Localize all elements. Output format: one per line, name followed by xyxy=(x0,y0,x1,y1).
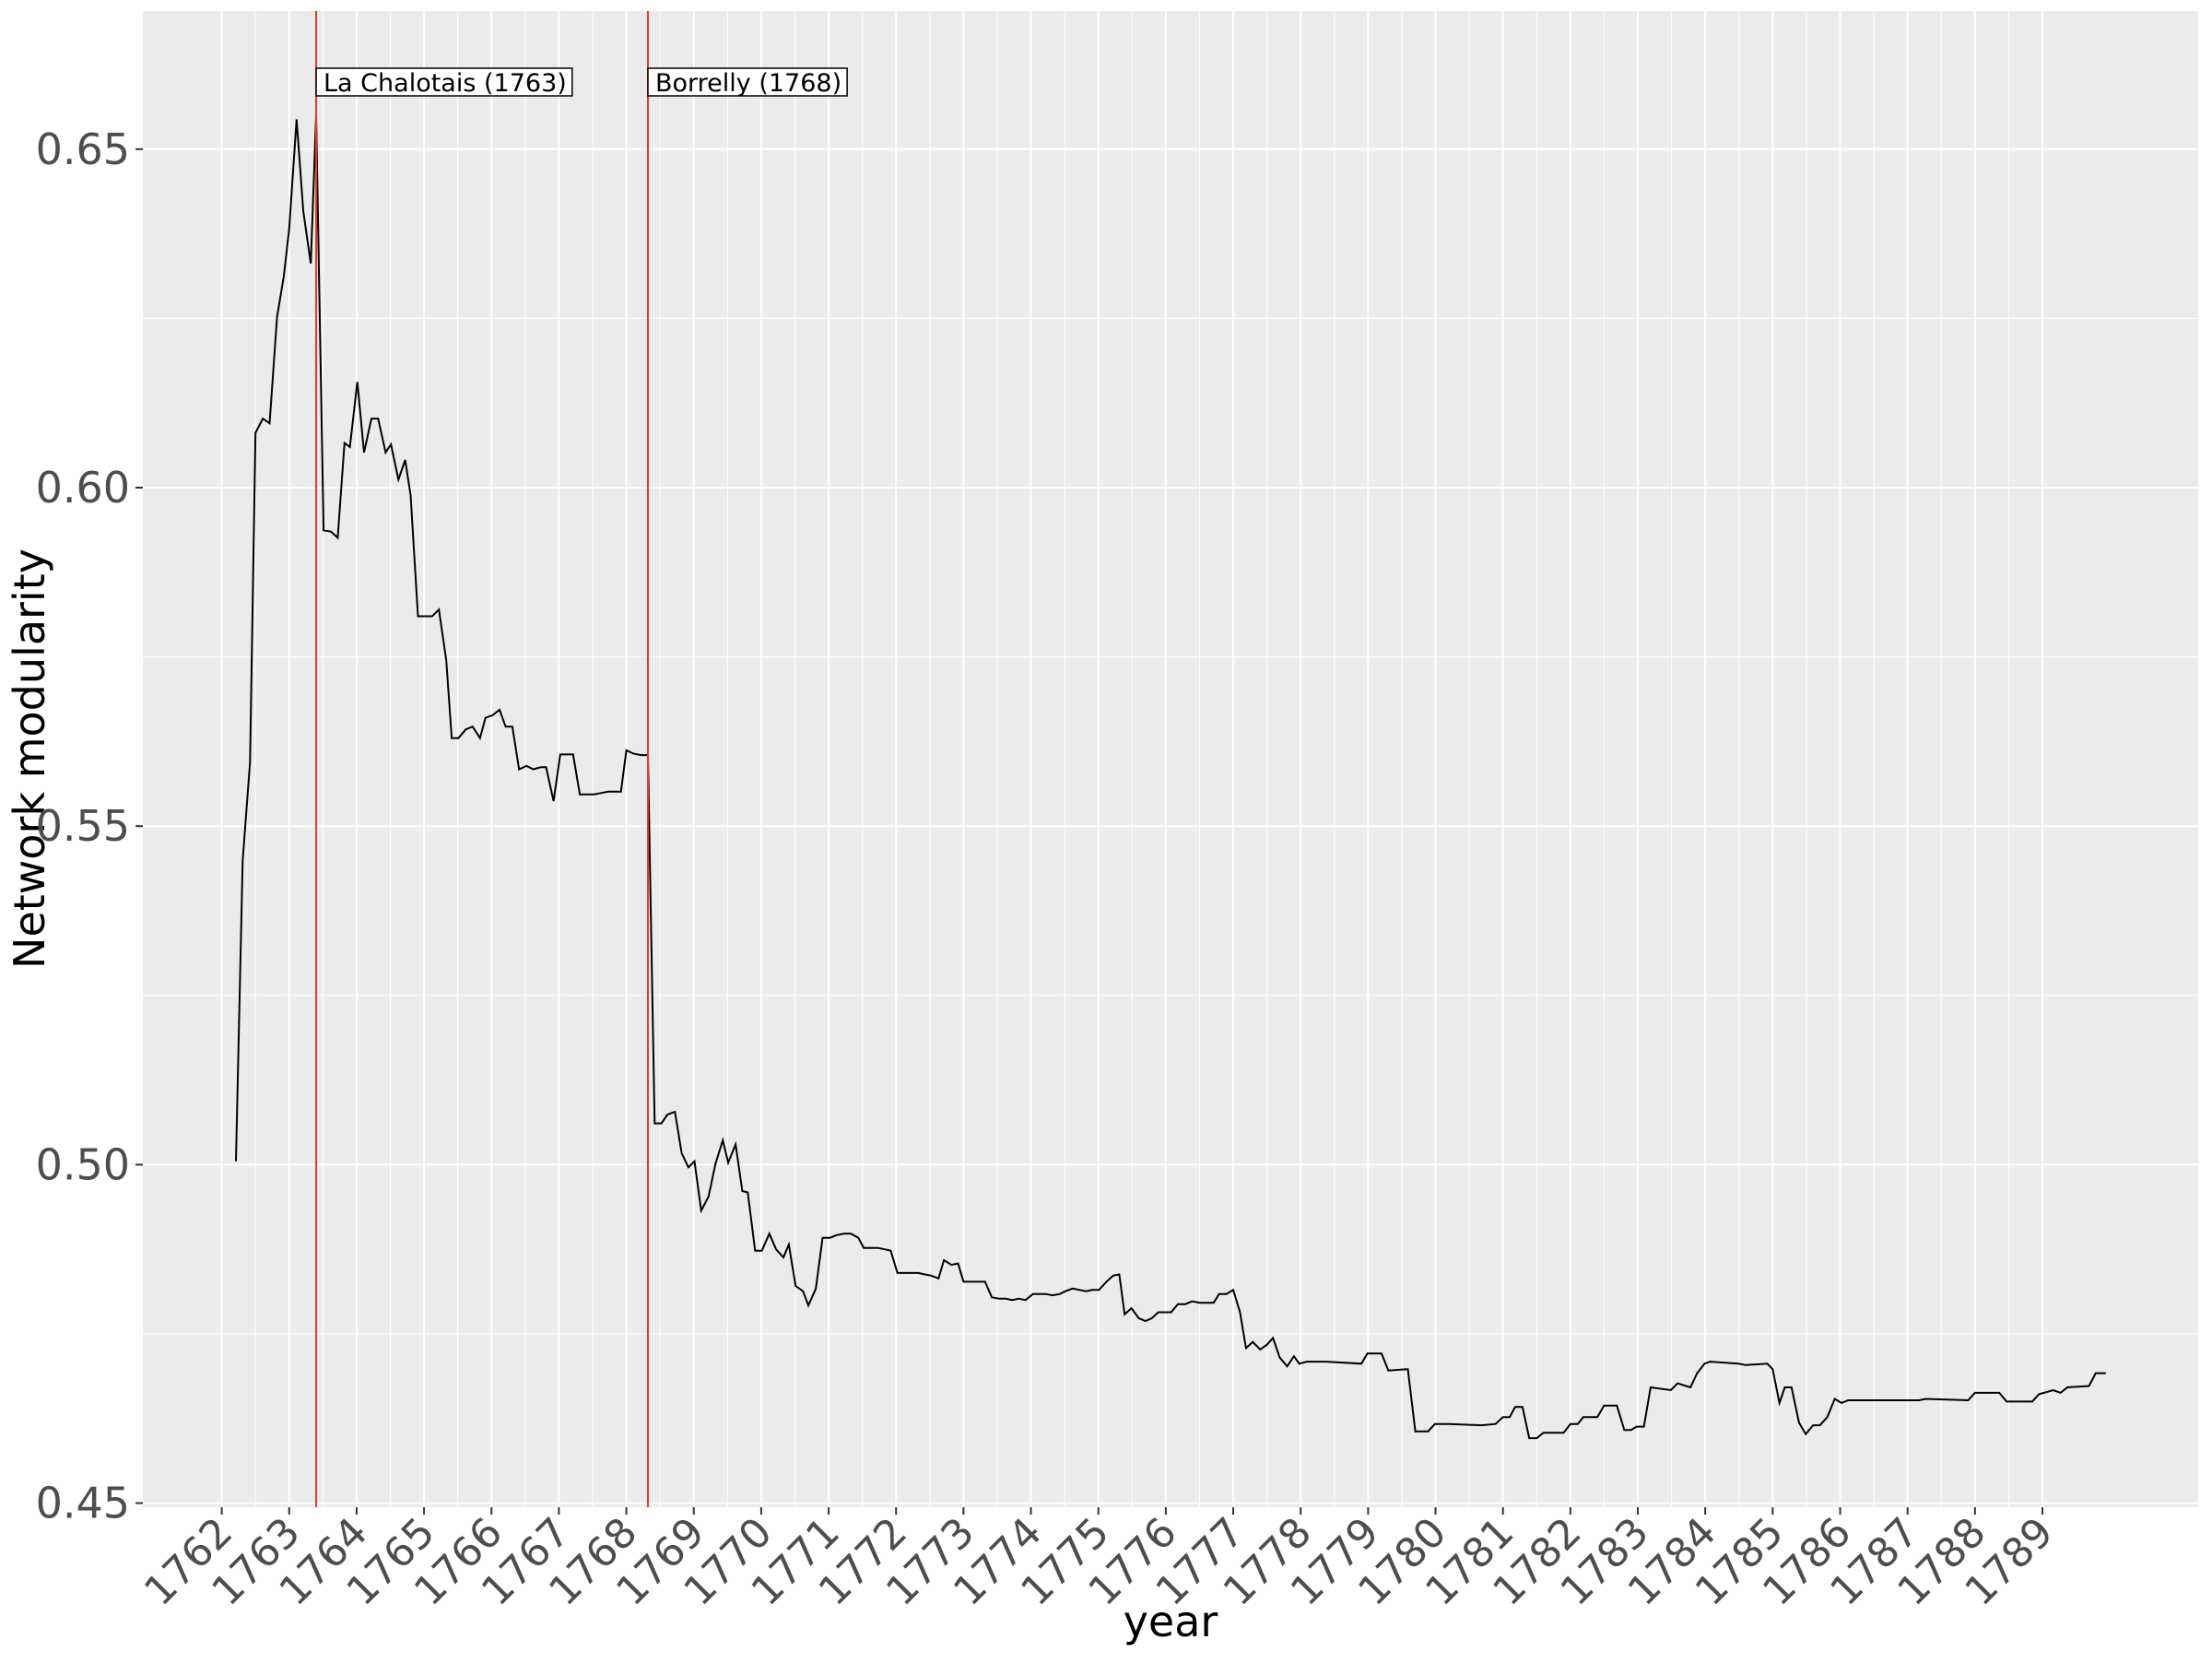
y-tick-label: 0.50 xyxy=(36,1139,130,1189)
line xyxy=(235,115,2106,1440)
panel xyxy=(143,11,2198,1507)
annotation-box xyxy=(647,67,848,97)
x-axis-title: year xyxy=(1124,1597,1218,1646)
y-tick-label: 0.55 xyxy=(36,801,130,851)
y-tick-label: 0.65 xyxy=(36,124,130,174)
annotation-label: Borrelly (1768) xyxy=(655,69,841,98)
annotation-label: La Chalotais (1763) xyxy=(324,69,567,98)
y-tick-label: 0.45 xyxy=(36,1479,130,1528)
y-axis-title: Network modularity xyxy=(5,548,54,969)
y-tick-label: 0.60 xyxy=(36,463,130,513)
annotation-box xyxy=(315,67,573,97)
